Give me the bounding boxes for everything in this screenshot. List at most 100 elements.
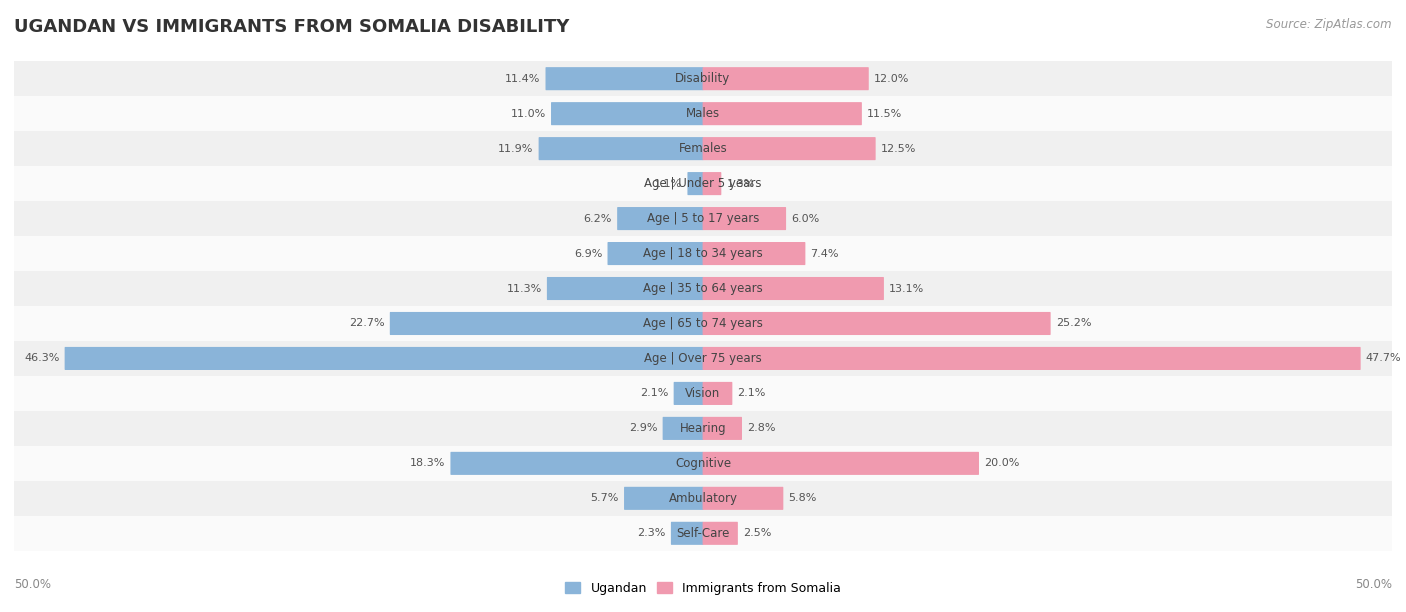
Bar: [703, 383, 733, 404]
Bar: [688, 173, 703, 194]
FancyBboxPatch shape: [624, 487, 703, 510]
Bar: [607, 243, 703, 264]
FancyBboxPatch shape: [538, 137, 703, 160]
Text: Age | Over 75 years: Age | Over 75 years: [644, 352, 762, 365]
FancyBboxPatch shape: [688, 172, 703, 195]
Bar: [551, 103, 703, 124]
FancyBboxPatch shape: [703, 207, 786, 230]
FancyBboxPatch shape: [671, 522, 703, 545]
Bar: [14, 376, 1392, 411]
Bar: [703, 208, 786, 229]
Bar: [14, 61, 1392, 96]
Text: 2.5%: 2.5%: [742, 528, 772, 539]
FancyBboxPatch shape: [607, 242, 703, 265]
Bar: [14, 271, 1392, 306]
FancyBboxPatch shape: [703, 242, 806, 265]
Text: Age | 35 to 64 years: Age | 35 to 64 years: [643, 282, 763, 295]
Text: 2.3%: 2.3%: [637, 528, 666, 539]
Text: UGANDAN VS IMMIGRANTS FROM SOMALIA DISABILITY: UGANDAN VS IMMIGRANTS FROM SOMALIA DISAB…: [14, 18, 569, 36]
Text: 5.7%: 5.7%: [591, 493, 619, 503]
Bar: [14, 96, 1392, 131]
Text: 5.8%: 5.8%: [789, 493, 817, 503]
FancyBboxPatch shape: [551, 102, 703, 125]
FancyBboxPatch shape: [673, 382, 703, 405]
Bar: [703, 348, 1360, 369]
Bar: [703, 173, 721, 194]
FancyBboxPatch shape: [389, 312, 703, 335]
FancyBboxPatch shape: [662, 417, 703, 440]
Bar: [65, 348, 703, 369]
Text: Disability: Disability: [675, 72, 731, 85]
Text: 12.5%: 12.5%: [880, 144, 917, 154]
Text: 11.4%: 11.4%: [505, 73, 540, 84]
Text: Age | 65 to 74 years: Age | 65 to 74 years: [643, 317, 763, 330]
FancyBboxPatch shape: [703, 347, 1361, 370]
Bar: [391, 313, 703, 334]
Text: Males: Males: [686, 107, 720, 120]
Text: 7.4%: 7.4%: [810, 248, 839, 258]
Bar: [673, 383, 703, 404]
Text: 11.3%: 11.3%: [506, 283, 541, 294]
Text: Source: ZipAtlas.com: Source: ZipAtlas.com: [1267, 18, 1392, 31]
Text: 22.7%: 22.7%: [349, 318, 385, 329]
Bar: [703, 138, 875, 159]
Bar: [14, 481, 1392, 516]
Bar: [703, 453, 979, 474]
Bar: [451, 453, 703, 474]
FancyBboxPatch shape: [703, 487, 783, 510]
Text: Vision: Vision: [685, 387, 721, 400]
Text: 6.2%: 6.2%: [583, 214, 612, 223]
FancyBboxPatch shape: [546, 67, 703, 90]
Bar: [14, 166, 1392, 201]
Legend: Ugandan, Immigrants from Somalia: Ugandan, Immigrants from Somalia: [561, 577, 845, 600]
FancyBboxPatch shape: [703, 172, 721, 195]
FancyBboxPatch shape: [547, 277, 703, 300]
Text: 47.7%: 47.7%: [1365, 354, 1402, 364]
Bar: [624, 488, 703, 509]
Text: 11.0%: 11.0%: [510, 109, 546, 119]
Text: 2.9%: 2.9%: [628, 424, 658, 433]
Text: 6.9%: 6.9%: [574, 248, 602, 258]
Text: 6.0%: 6.0%: [792, 214, 820, 223]
Bar: [14, 236, 1392, 271]
Text: Ambulatory: Ambulatory: [668, 492, 738, 505]
Text: 50.0%: 50.0%: [1355, 578, 1392, 591]
Bar: [14, 341, 1392, 376]
Bar: [538, 138, 703, 159]
Text: 13.1%: 13.1%: [889, 283, 924, 294]
Bar: [617, 208, 703, 229]
FancyBboxPatch shape: [703, 137, 876, 160]
Text: 20.0%: 20.0%: [984, 458, 1019, 468]
Text: Age | 18 to 34 years: Age | 18 to 34 years: [643, 247, 763, 260]
Bar: [703, 243, 806, 264]
Bar: [671, 523, 703, 544]
Bar: [703, 68, 869, 89]
Text: Cognitive: Cognitive: [675, 457, 731, 470]
Bar: [14, 446, 1392, 481]
Text: 18.3%: 18.3%: [411, 458, 446, 468]
Text: 2.1%: 2.1%: [640, 389, 669, 398]
FancyBboxPatch shape: [450, 452, 703, 475]
Bar: [703, 103, 862, 124]
Bar: [664, 418, 703, 439]
Text: Females: Females: [679, 142, 727, 155]
Text: Age | Under 5 years: Age | Under 5 years: [644, 177, 762, 190]
Bar: [14, 411, 1392, 446]
FancyBboxPatch shape: [703, 277, 884, 300]
Bar: [14, 516, 1392, 551]
Bar: [703, 278, 883, 299]
Bar: [703, 418, 741, 439]
FancyBboxPatch shape: [703, 417, 742, 440]
Text: 1.3%: 1.3%: [727, 179, 755, 188]
Text: 46.3%: 46.3%: [24, 354, 59, 364]
Bar: [546, 68, 703, 89]
FancyBboxPatch shape: [703, 312, 1050, 335]
FancyBboxPatch shape: [617, 207, 703, 230]
FancyBboxPatch shape: [703, 522, 738, 545]
Text: 25.2%: 25.2%: [1056, 318, 1091, 329]
FancyBboxPatch shape: [703, 452, 979, 475]
Text: 11.9%: 11.9%: [498, 144, 533, 154]
Text: 11.5%: 11.5%: [868, 109, 903, 119]
FancyBboxPatch shape: [703, 382, 733, 405]
Text: 2.1%: 2.1%: [738, 389, 766, 398]
